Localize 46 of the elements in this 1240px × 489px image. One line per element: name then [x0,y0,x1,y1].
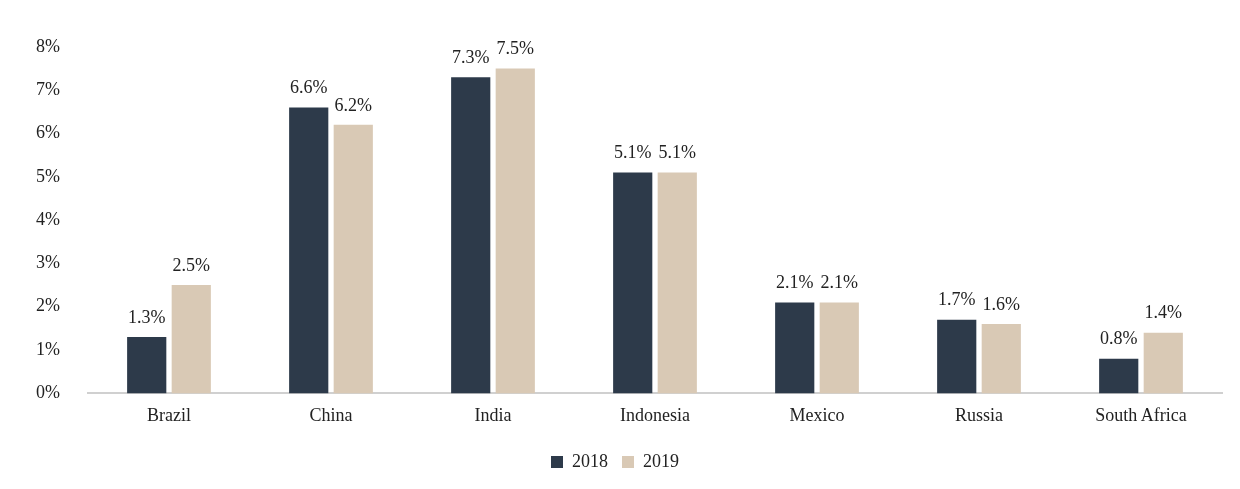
x-tick-label: Indonesia [620,404,690,425]
y-tick-label: 8% [35,35,60,56]
bar [937,319,977,394]
legend-label: 2018 [572,450,608,471]
y-tick-label: 6% [35,122,60,143]
data-label: 5.1% [613,142,652,163]
bar [819,302,859,394]
bar [1143,332,1183,394]
x-tick-label: China [309,404,353,425]
x-tick-label: Brazil [147,404,191,425]
bar [1099,358,1139,394]
data-label: 1.3% [127,306,166,327]
data-label: 5.1% [658,142,697,163]
y-tick-label: 1% [35,338,60,359]
data-label: 6.2% [334,94,373,115]
bar [289,107,329,394]
x-tick-label: South Africa [1095,404,1187,425]
y-tick-label: 5% [35,165,60,186]
bar [171,285,211,394]
x-tick-label: Mexico [789,404,845,425]
y-tick-label: 0% [35,382,60,403]
bar [333,124,373,394]
data-label: 6.6% [289,77,328,98]
bar [775,302,815,394]
data-label: 7.5% [496,38,535,59]
bar [127,337,167,394]
y-tick-label: 7% [35,78,60,99]
data-label: 1.6% [982,293,1021,314]
y-tick-label: 4% [35,208,60,229]
x-tick-label: India [474,404,512,425]
data-label: 2.1% [775,272,814,293]
y-tick-label: 3% [35,252,60,273]
bar [981,324,1021,394]
data-label: 2.1% [820,272,859,293]
y-tick-label: 2% [35,295,60,316]
bar [451,77,491,394]
data-label: 1.7% [937,289,976,310]
bar [657,172,697,394]
data-label: 2.5% [172,254,211,275]
bar [495,68,535,394]
legend-label: 2019 [643,450,679,471]
data-label: 7.3% [451,46,490,67]
data-label: 0.8% [1099,328,1138,349]
x-tick-label: Russia [954,404,1004,425]
bar [613,172,653,394]
data-label: 1.4% [1144,302,1183,323]
